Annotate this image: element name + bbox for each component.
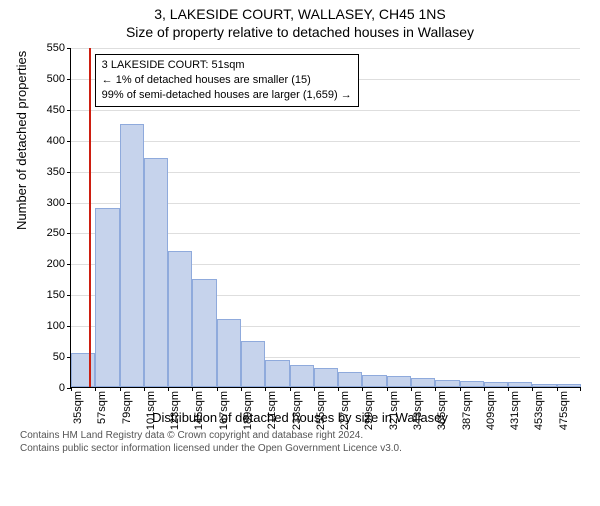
- x-tick-label: 387sqm: [461, 391, 473, 431]
- histogram-bar: [168, 251, 192, 387]
- x-tick-label: 365sqm: [436, 391, 448, 431]
- histogram-bar: [508, 382, 532, 387]
- x-tick-label: 431sqm: [509, 391, 521, 431]
- histogram-bar: [484, 382, 508, 387]
- histogram-bar: [71, 353, 95, 387]
- x-tick-label: 211sqm: [266, 391, 278, 431]
- x-tick-label: 79sqm: [121, 391, 133, 431]
- y-tick-mark: [67, 48, 71, 49]
- chart-title-main: 3, LAKESIDE COURT, WALLASEY, CH45 1NS: [0, 6, 600, 22]
- y-tick-mark: [67, 203, 71, 204]
- histogram-bar: [192, 279, 216, 387]
- info-line-2: ← 1% of detached houses are smaller (15): [102, 73, 352, 88]
- y-tick-label: 250: [25, 227, 65, 239]
- x-tick-label: 167sqm: [218, 391, 230, 431]
- histogram-bar: [557, 384, 581, 387]
- plot-area: 3 LAKESIDE COURT: 51sqm ← 1% of detached…: [70, 48, 580, 388]
- y-tick-mark: [67, 295, 71, 296]
- histogram-bar: [314, 368, 338, 387]
- histogram-bar: [217, 319, 241, 387]
- histogram-bar: [338, 372, 362, 387]
- y-tick-mark: [67, 172, 71, 173]
- x-tick-label: 123sqm: [169, 391, 181, 431]
- x-tick-label: 475sqm: [558, 391, 570, 431]
- histogram-bar: [95, 208, 119, 387]
- x-tick-label: 343sqm: [412, 391, 424, 431]
- x-tick-label: 299sqm: [363, 391, 375, 431]
- x-tick-label: 145sqm: [193, 391, 205, 431]
- x-tick-label: 35sqm: [72, 391, 84, 431]
- histogram-bar: [362, 375, 386, 387]
- chart-container: 3 LAKESIDE COURT: 51sqm ← 1% of detached…: [70, 48, 580, 408]
- histogram-bar: [120, 124, 144, 387]
- histogram-bar: [435, 380, 459, 387]
- x-tick-label: 101sqm: [145, 391, 157, 431]
- histogram-bar: [144, 158, 168, 387]
- y-tick-label: 550: [25, 42, 65, 54]
- grid-line: [71, 110, 580, 111]
- y-tick-label: 200: [25, 258, 65, 270]
- x-tick-label: 57sqm: [96, 391, 108, 431]
- y-tick-label: 0: [25, 382, 65, 394]
- x-tick-label: 189sqm: [242, 391, 254, 431]
- y-tick-label: 100: [25, 320, 65, 332]
- y-tick-label: 50: [25, 351, 65, 363]
- histogram-bar: [241, 341, 265, 387]
- info-line-1: 3 LAKESIDE COURT: 51sqm: [102, 58, 352, 73]
- x-tick-label: 255sqm: [315, 391, 327, 431]
- y-tick-label: 500: [25, 73, 65, 85]
- x-tick-label: 277sqm: [339, 391, 351, 431]
- y-tick-mark: [67, 264, 71, 265]
- info-box: 3 LAKESIDE COURT: 51sqm ← 1% of detached…: [95, 54, 359, 107]
- x-tick-label: 453sqm: [533, 391, 545, 431]
- footer-line-2: Contains public sector information licen…: [20, 442, 600, 455]
- y-tick-mark: [67, 141, 71, 142]
- grid-line: [71, 48, 580, 49]
- histogram-bar: [460, 381, 484, 387]
- y-tick-label: 300: [25, 197, 65, 209]
- x-tick-label: 321sqm: [388, 391, 400, 431]
- histogram-bar: [532, 384, 556, 387]
- x-tick-mark: [580, 387, 581, 391]
- grid-line: [71, 141, 580, 142]
- y-tick-mark: [67, 79, 71, 80]
- y-tick-label: 400: [25, 135, 65, 147]
- footer-attribution: Contains HM Land Registry data © Crown c…: [20, 429, 600, 455]
- x-tick-label: 409sqm: [485, 391, 497, 431]
- x-tick-label: 233sqm: [291, 391, 303, 431]
- y-tick-mark: [67, 233, 71, 234]
- histogram-bar: [290, 365, 314, 387]
- y-tick-label: 450: [25, 104, 65, 116]
- property-marker-line: [89, 48, 91, 387]
- info-line-3: 99% of semi-detached houses are larger (…: [102, 88, 352, 103]
- y-tick-mark: [67, 326, 71, 327]
- histogram-bar: [265, 360, 289, 387]
- y-tick-mark: [67, 110, 71, 111]
- histogram-bar: [387, 376, 411, 387]
- y-tick-label: 350: [25, 166, 65, 178]
- chart-title-sub: Size of property relative to detached ho…: [0, 24, 600, 40]
- y-tick-label: 150: [25, 289, 65, 301]
- histogram-bar: [411, 378, 435, 387]
